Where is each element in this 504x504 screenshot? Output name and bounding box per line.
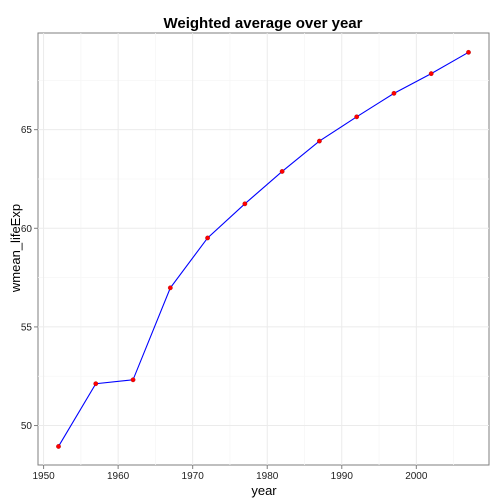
- x-axis-ticks: 1950 1960 1970 1980 1990 2000: [32, 465, 428, 482]
- y-axis-ticks: 50 55 60 65: [21, 125, 38, 432]
- y-axis-title: wmean_lifeExp: [8, 204, 23, 293]
- data-point: [242, 201, 248, 207]
- y-tick-label: 60: [21, 224, 33, 235]
- data-point: [205, 235, 210, 241]
- data-point: [56, 444, 61, 449]
- plot-border: [37, 32, 490, 466]
- data-point: [428, 71, 434, 76]
- y-tick-label: 50: [21, 421, 33, 432]
- data-point: [354, 114, 360, 120]
- data-point: [391, 91, 397, 96]
- plot-panel: [37, 32, 490, 466]
- x-tick-label: 2000: [405, 471, 428, 482]
- y-tick-label: 55: [21, 322, 33, 333]
- data-point: [317, 138, 322, 144]
- chart-title: Weighted average over year: [164, 15, 363, 32]
- x-tick-label: 1970: [182, 471, 205, 482]
- minor-gridlines: [38, 33, 489, 465]
- y-tick-label: 65: [21, 125, 33, 136]
- x-axis-title: year: [251, 483, 277, 498]
- data-point: [167, 285, 173, 291]
- series-line: [58, 51, 469, 447]
- data-point: [466, 49, 471, 55]
- data-point: [130, 377, 136, 383]
- x-tick-label: 1980: [256, 471, 279, 482]
- major-gridlines: [38, 33, 489, 465]
- data-point: [93, 381, 99, 387]
- x-tick-label: 1960: [107, 471, 130, 482]
- x-tick-label: 1950: [32, 471, 55, 482]
- x-tick-label: 1990: [331, 471, 354, 482]
- data-point: [279, 169, 285, 174]
- series-group: [56, 49, 471, 449]
